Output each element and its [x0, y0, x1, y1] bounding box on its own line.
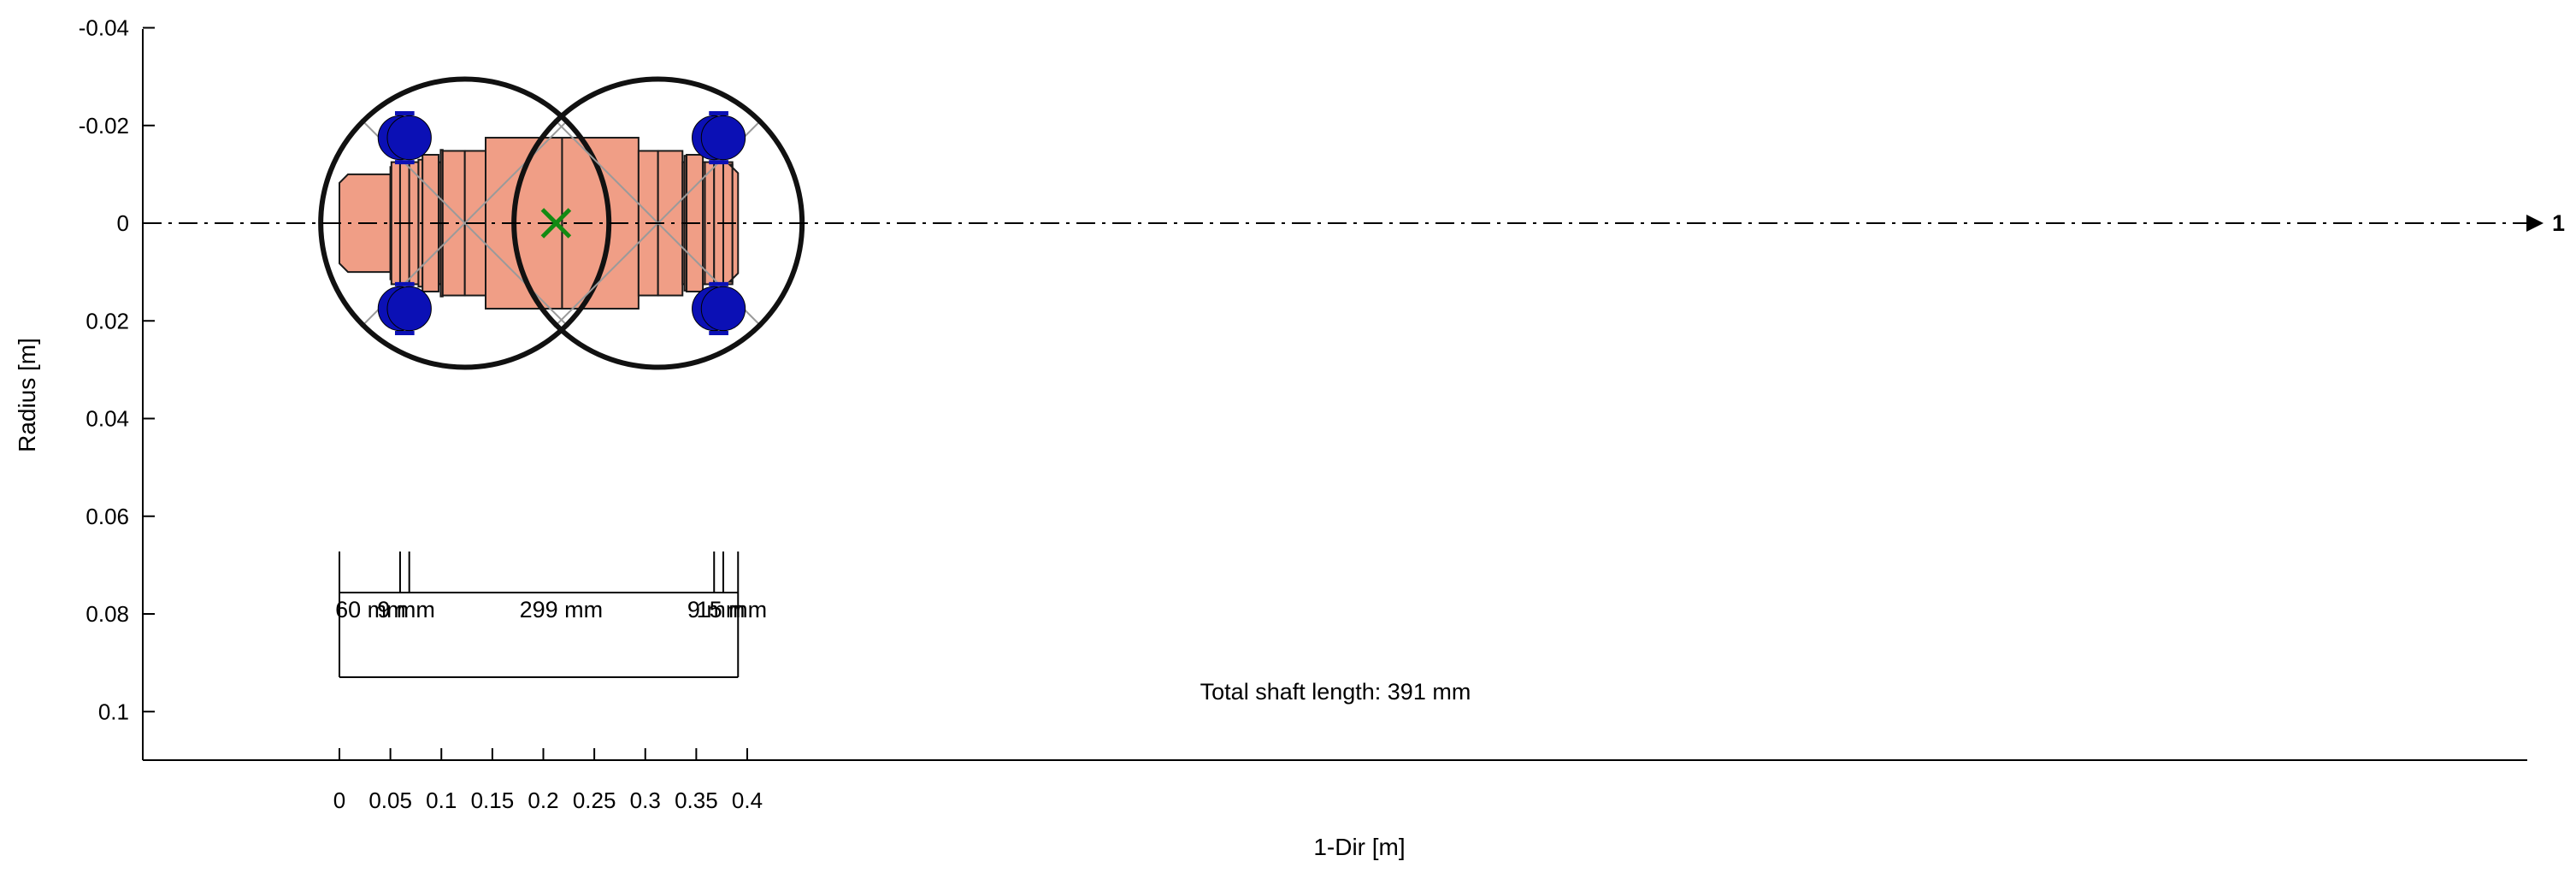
dimension-label: 9 mm	[377, 597, 435, 622]
y-tick-label: 0.04	[85, 406, 129, 432]
y-axis-label: Radius [m]	[14, 338, 40, 452]
bearing-ball	[700, 286, 746, 332]
y-tick-label: 0.1	[98, 699, 129, 724]
y-tick-label: -0.02	[79, 113, 129, 139]
x-tick-label: 0.15	[471, 788, 515, 813]
x-tick-label: 0.05	[368, 788, 412, 813]
x-tick-label: 0.25	[573, 788, 616, 813]
dimension-label: 60 mm	[335, 597, 406, 622]
x-tick-label: 0.3	[630, 788, 661, 813]
x-tick-label: 0	[333, 788, 345, 813]
axes: -0.04 -0.02 0 0.02 0.04 0.06 0.08 0.1 0 0.05 0.1 0.…	[79, 15, 2527, 813]
dimension-label: 15 mm	[697, 597, 768, 622]
marker-stroke	[540, 208, 572, 239]
x-axis-label: 1-Dir [m]	[1313, 834, 1405, 860]
dimension-label: 9 mm	[687, 597, 746, 622]
x-tick-label: 0.4	[732, 788, 763, 813]
bearing-ball	[700, 115, 746, 161]
gear-circle	[318, 76, 612, 370]
bearings	[377, 110, 746, 336]
center-of-mass-marker	[540, 208, 572, 239]
centerline-arrowhead	[2526, 215, 2544, 232]
bearing-ball	[386, 286, 432, 332]
y-tick-label: 0	[117, 210, 129, 236]
bearing-ball	[386, 115, 432, 161]
y-tick-label: 0.06	[85, 504, 129, 529]
axis-direction-label: 1	[2552, 210, 2565, 236]
x-tick-label: 0.35	[675, 788, 718, 813]
x-tick-label: 0.1	[426, 788, 457, 813]
dimension-label: 299 mm	[520, 597, 604, 622]
x-tick-label: 0.2	[528, 788, 558, 813]
total-shaft-length-label: Total shaft length: 391 mm	[1200, 679, 1471, 705]
y-tick-label: 0.08	[85, 601, 129, 627]
shaft-centerline	[143, 215, 2544, 232]
y-tick-label: 0.02	[85, 308, 129, 333]
y-tick-label: -0.04	[79, 15, 129, 41]
